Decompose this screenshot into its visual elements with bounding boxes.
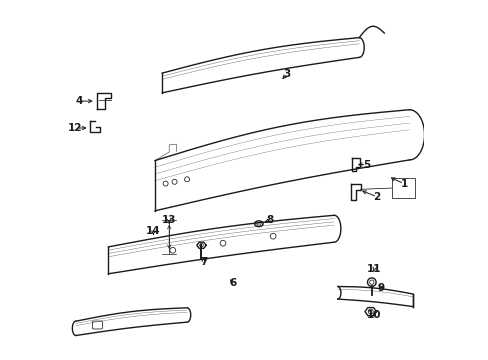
Text: 14: 14 xyxy=(146,226,161,236)
Text: 4: 4 xyxy=(76,96,83,106)
Text: 6: 6 xyxy=(229,278,236,288)
Text: 5: 5 xyxy=(362,159,369,170)
Text: 3: 3 xyxy=(283,69,290,79)
Text: 2: 2 xyxy=(373,192,380,202)
Text: 8: 8 xyxy=(265,215,273,225)
Text: 7: 7 xyxy=(200,257,207,267)
Text: 10: 10 xyxy=(366,310,381,320)
Text: 12: 12 xyxy=(68,123,82,133)
Text: 13: 13 xyxy=(162,215,176,225)
Text: 9: 9 xyxy=(376,283,384,293)
Bar xyxy=(391,178,414,198)
Text: 1: 1 xyxy=(400,179,407,189)
Text: 11: 11 xyxy=(366,264,381,274)
